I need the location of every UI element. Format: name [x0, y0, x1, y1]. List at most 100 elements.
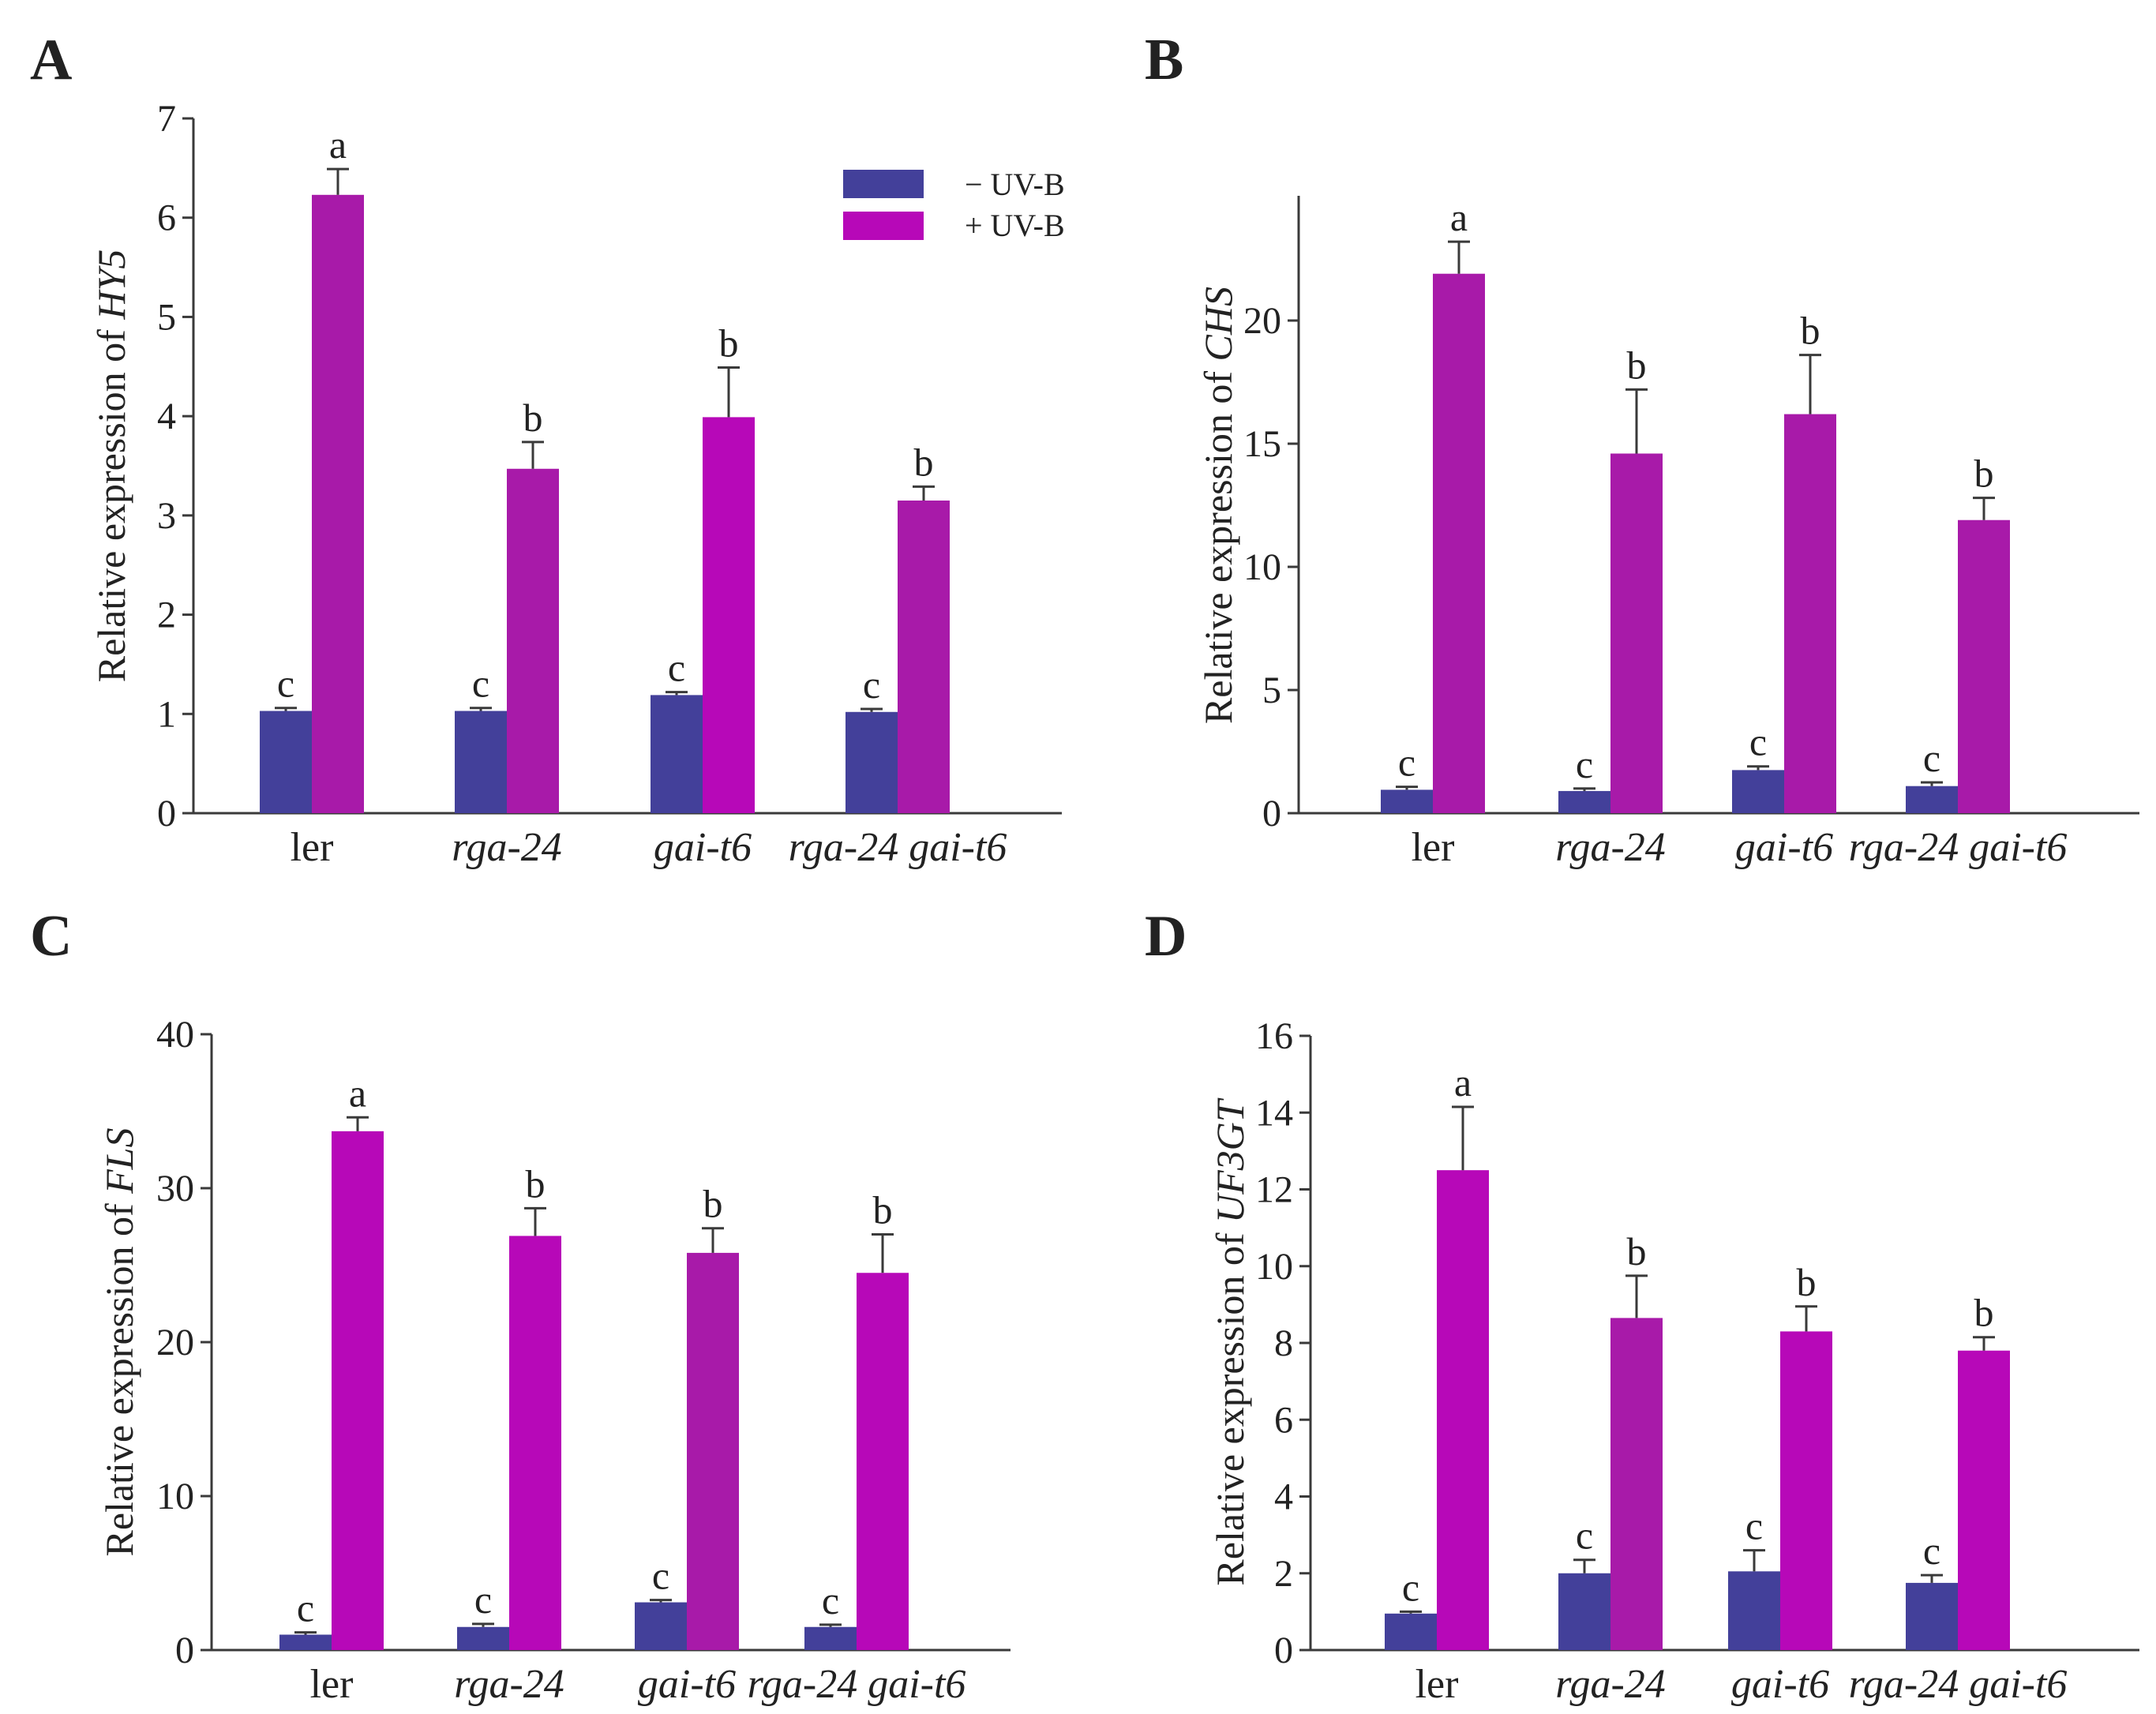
significance-label: a [329, 122, 347, 167]
significance-label: c [1576, 742, 1593, 786]
bar-plus-uvb-1 [1433, 273, 1485, 814]
bar-minus-uvb-4 [804, 1626, 857, 1650]
bar-plus-uvb-4 [1958, 519, 2010, 813]
y-tick-label: 0 [1274, 1630, 1293, 1671]
significance-label: b [1974, 1291, 1994, 1335]
category-label: gai-t6 [1735, 825, 1833, 870]
bar-plus-uvb-2 [1610, 453, 1663, 813]
y-tick-label: 7 [157, 98, 176, 140]
y-axis-label: Relative expression of CHS [1196, 287, 1240, 724]
bar-minus-uvb-2 [1558, 1573, 1610, 1650]
significance-label: c [863, 662, 880, 707]
category-label: gai-t6 [638, 1662, 736, 1707]
bar-minus-uvb-2 [1558, 790, 1610, 813]
bar-plus-uvb-4 [898, 501, 950, 813]
bar-minus-uvb-4 [1906, 1582, 1958, 1650]
y-tick-label: 6 [157, 197, 176, 239]
y-axis-label-gene: FLS [97, 1128, 141, 1195]
y-tick-label: 14 [1255, 1092, 1293, 1134]
category-label: rga-24 gai-t6 [748, 1662, 966, 1707]
category-label: rga-24 [1555, 825, 1666, 870]
significance-label: c [1745, 1504, 1763, 1548]
bar-plus-uvb-1 [332, 1131, 384, 1650]
significance-label: c [277, 662, 294, 706]
bar-minus-uvb-1 [260, 711, 312, 813]
category-label: rga-24 [454, 1662, 564, 1707]
y-axis-label-prefix: Relative expression of [1208, 1223, 1252, 1586]
y-tick-label: 10 [156, 1476, 194, 1517]
legend-label-plus-uvb: + UV-B [965, 208, 1065, 243]
bar-plus-uvb-3 [703, 417, 755, 813]
y-tick-label: 6 [1274, 1399, 1293, 1441]
category-label: gai-t6 [1731, 1662, 1829, 1707]
bar-plus-uvb-3 [1780, 1331, 1832, 1650]
legend: − UV-B + UV-B [843, 167, 1065, 243]
bar-minus-uvb-3 [635, 1602, 687, 1650]
significance-label: c [472, 662, 489, 706]
bar-plus-uvb-1 [1437, 1170, 1489, 1650]
bar-plus-uvb-3 [687, 1252, 739, 1650]
significance-label: c [1576, 1513, 1593, 1558]
significance-label: c [1402, 1565, 1419, 1609]
y-tick-label: 0 [157, 793, 176, 834]
bar-plus-uvb-2 [507, 468, 559, 813]
significance-label: b [526, 1161, 546, 1206]
bar-plus-uvb-3 [1784, 414, 1836, 813]
y-axis-label-prefix: Relative expression of [97, 1194, 141, 1557]
significance-label: c [668, 646, 685, 690]
significance-label: c [1923, 736, 1940, 780]
significance-label: b [1627, 1229, 1647, 1273]
y-axis-label: Relative expression of FLS [97, 1128, 141, 1557]
significance-label: b [1801, 309, 1820, 353]
panel-letter-a: A [30, 28, 72, 92]
y-tick-label: 5 [1262, 669, 1281, 711]
panel-a: A 0 1 2 3 4 5 6 7 Relative expression of HY5 c a ler… [30, 28, 1062, 870]
significance-label: c [1923, 1528, 1940, 1573]
y-axis-label-gene: CHS [1196, 287, 1240, 361]
panel-letter-b: B [1145, 28, 1183, 92]
significance-label: b [873, 1188, 893, 1232]
y-tick-label: 4 [1274, 1476, 1293, 1518]
category-label: rga-24 gai-t6 [789, 825, 1007, 870]
significance-label: c [297, 1586, 314, 1630]
category-label: rga-24 [1555, 1662, 1666, 1707]
y-axis-label-prefix: Relative expression of [89, 320, 133, 683]
significance-label: c [474, 1577, 492, 1622]
y-tick-label: 20 [156, 1322, 194, 1363]
y-tick-label: 4 [157, 396, 176, 437]
legend-swatch-plus-uvb [843, 212, 924, 240]
category-label: rga-24 gai-t6 [1849, 825, 2068, 870]
y-tick-label: 2 [157, 594, 176, 636]
significance-label: b [523, 396, 543, 440]
significance-label: a [1450, 195, 1468, 239]
significance-label: c [822, 1578, 839, 1622]
bar-plus-uvb-2 [1610, 1318, 1663, 1650]
significance-label: b [1797, 1260, 1817, 1304]
panel-letter-c: C [30, 904, 72, 969]
y-tick-label: 8 [1274, 1322, 1293, 1364]
bar-minus-uvb-3 [1728, 1571, 1780, 1650]
y-tick-label: 30 [156, 1168, 194, 1210]
y-axis-label-gene: HY5 [89, 249, 133, 321]
category-label: ler [291, 825, 334, 870]
y-tick-label: 10 [1255, 1246, 1293, 1288]
category-label: gai-t6 [654, 825, 752, 870]
y-tick-label: 20 [1243, 300, 1281, 342]
significance-label: b [1627, 343, 1647, 387]
bar-plus-uvb-4 [857, 1273, 909, 1650]
bar-minus-uvb-4 [1906, 786, 1958, 813]
bar-minus-uvb-1 [279, 1634, 332, 1650]
significance-label: c [1398, 741, 1415, 785]
significance-label: c [652, 1554, 669, 1598]
category-label: rga-24 gai-t6 [1849, 1662, 2068, 1707]
bar-minus-uvb-2 [457, 1626, 509, 1650]
legend-label-minus-uvb: − UV-B [965, 167, 1065, 202]
y-axis-label-gene: UF3GT [1208, 1097, 1252, 1223]
bar-minus-uvb-1 [1385, 1613, 1437, 1650]
bar-plus-uvb-2 [509, 1236, 561, 1650]
bar-minus-uvb-4 [846, 711, 898, 813]
panel-c: C 0 10 20 30 40 Relative expression of FLS c a le… [30, 904, 1011, 1707]
y-tick-label: 16 [1255, 1015, 1293, 1057]
